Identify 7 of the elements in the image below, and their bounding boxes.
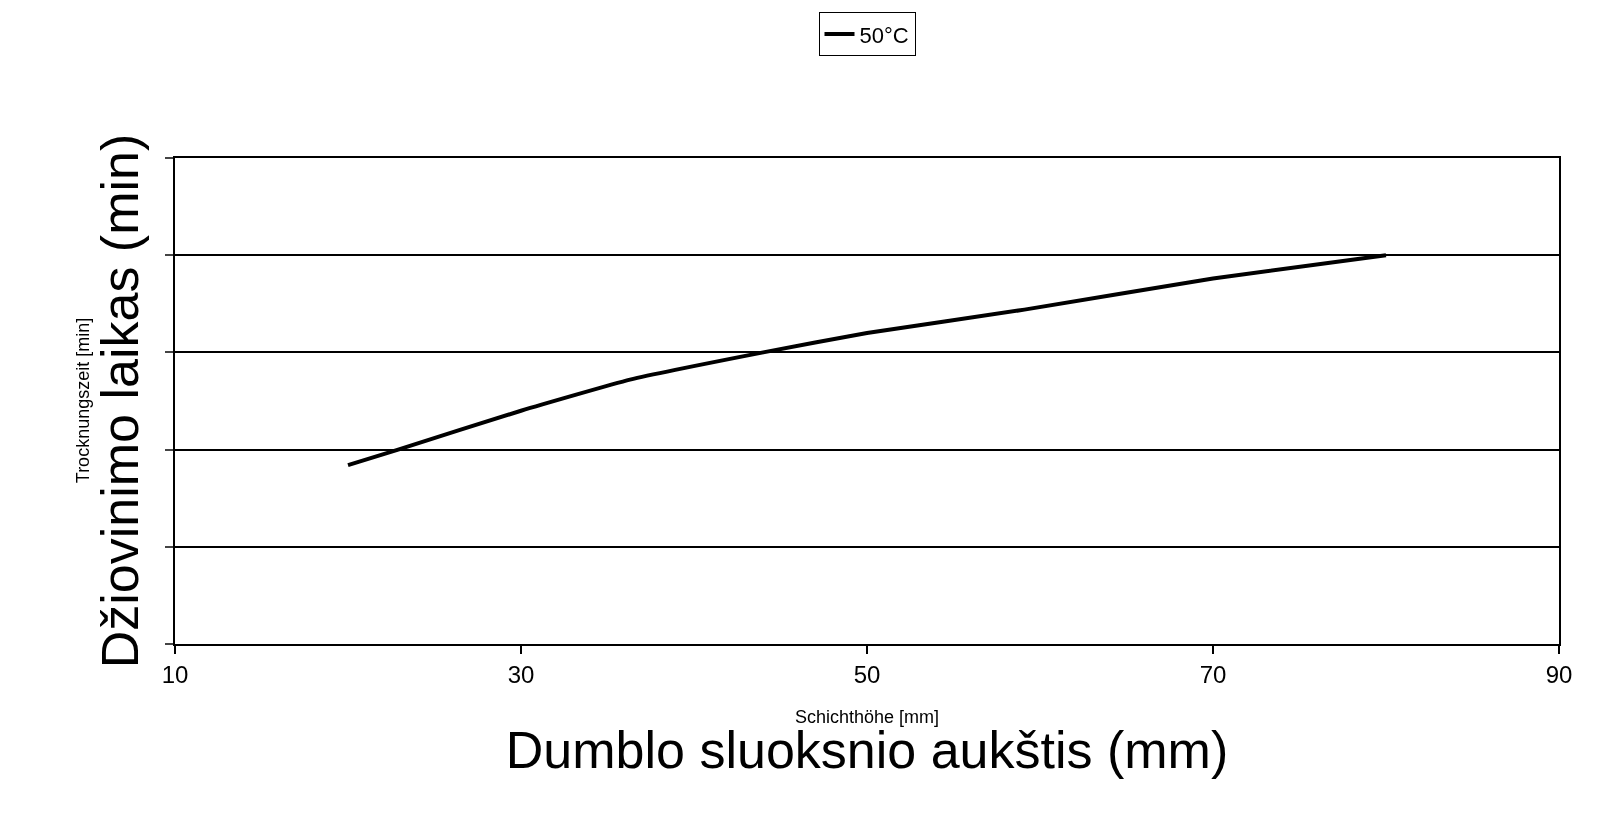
x-tick-label: 50 bbox=[853, 660, 881, 688]
x-tick-label: 10 bbox=[161, 660, 189, 688]
text: Trocknungszeit [min] bbox=[73, 317, 94, 484]
x-tick-label: 30 bbox=[507, 660, 535, 688]
x-tick-label: 70 bbox=[1199, 660, 1227, 688]
legend-label: 50°C bbox=[859, 22, 909, 48]
x-tick-label: 90 bbox=[1545, 660, 1573, 688]
